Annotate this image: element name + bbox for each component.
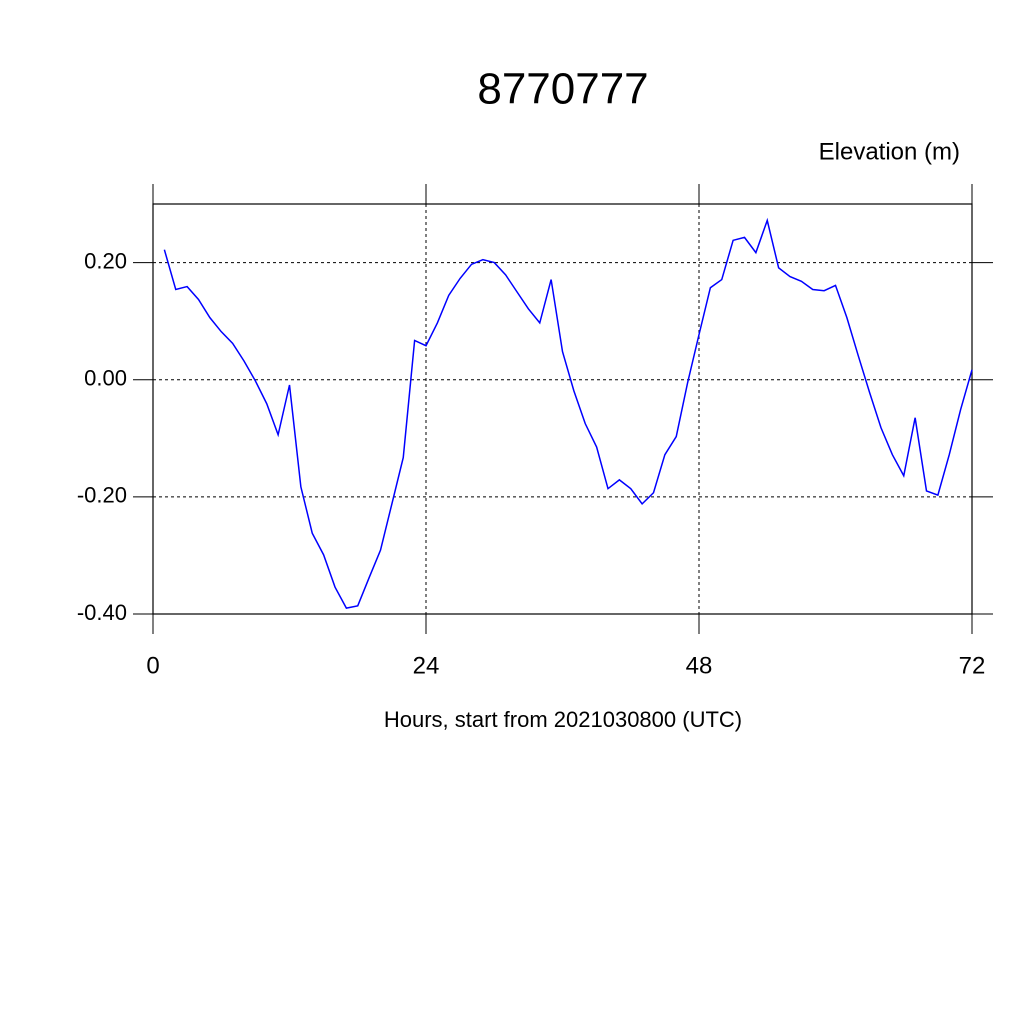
x-tick-label: 24 bbox=[413, 652, 440, 679]
y-tick-label: -0.40 bbox=[77, 600, 127, 625]
y-tick-label: 0.20 bbox=[84, 248, 127, 273]
x-tick-label: 72 bbox=[959, 652, 986, 679]
chart-subtitle: Elevation (m) bbox=[819, 138, 960, 165]
plot-frame bbox=[152, 203, 973, 615]
x-tick-label: 0 bbox=[146, 652, 159, 679]
data-line bbox=[163, 217, 973, 609]
y-tick-label: -0.20 bbox=[77, 483, 127, 508]
x-tick-label: 48 bbox=[686, 652, 713, 679]
chart-title: 8770777 bbox=[477, 65, 648, 114]
x-axis-label: Hours, start from 2021030800 (UTC) bbox=[384, 707, 742, 732]
y-tick-label: 0.00 bbox=[84, 366, 127, 391]
